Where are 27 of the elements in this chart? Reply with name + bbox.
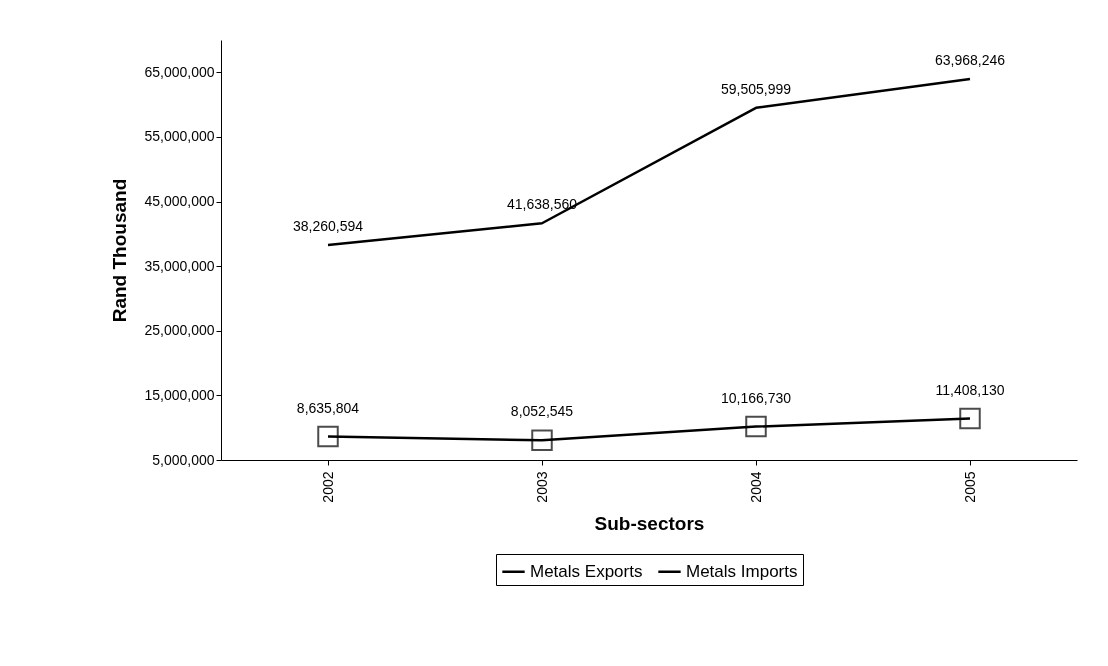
y-tick-label: 55,000,000 (144, 128, 215, 145)
y-tick-label: 45,000,000 (144, 193, 215, 210)
x-tick-label: 2004 (747, 471, 764, 503)
x-tick-label: 2005 (961, 471, 978, 503)
y-tick-label: 5,000,000 (152, 451, 215, 468)
data-label: 38,260,594 (292, 218, 364, 235)
data-label: 59,505,999 (720, 80, 792, 97)
x-tick-label: 2003 (533, 471, 550, 503)
point (959, 407, 981, 430)
point (317, 425, 339, 448)
data-label: 10,166,730 (720, 389, 792, 406)
legend-label: Metals Exports (530, 561, 643, 581)
y-tick-label: 25,000,000 (144, 322, 215, 339)
data-label: 8,635,804 (296, 399, 360, 416)
data-label: 41,638,560 (506, 196, 578, 213)
point (745, 415, 767, 438)
x-axis-title: Sub-sectors (594, 512, 705, 534)
y-tick-label: 65,000,000 (144, 63, 215, 80)
y-axis-title: Rand Thousand (109, 178, 131, 323)
x-tick-label: 2002 (319, 471, 336, 503)
data-label: 8,052,545 (510, 403, 574, 420)
point (531, 429, 553, 452)
y-tick-label: 15,000,000 (144, 386, 215, 403)
data-label: 11,408,130 (935, 381, 1005, 398)
legend-label: Metals Imports (686, 561, 798, 581)
data-label: 63,968,246 (934, 51, 1006, 68)
y-tick-label: 35,000,000 (144, 257, 215, 274)
